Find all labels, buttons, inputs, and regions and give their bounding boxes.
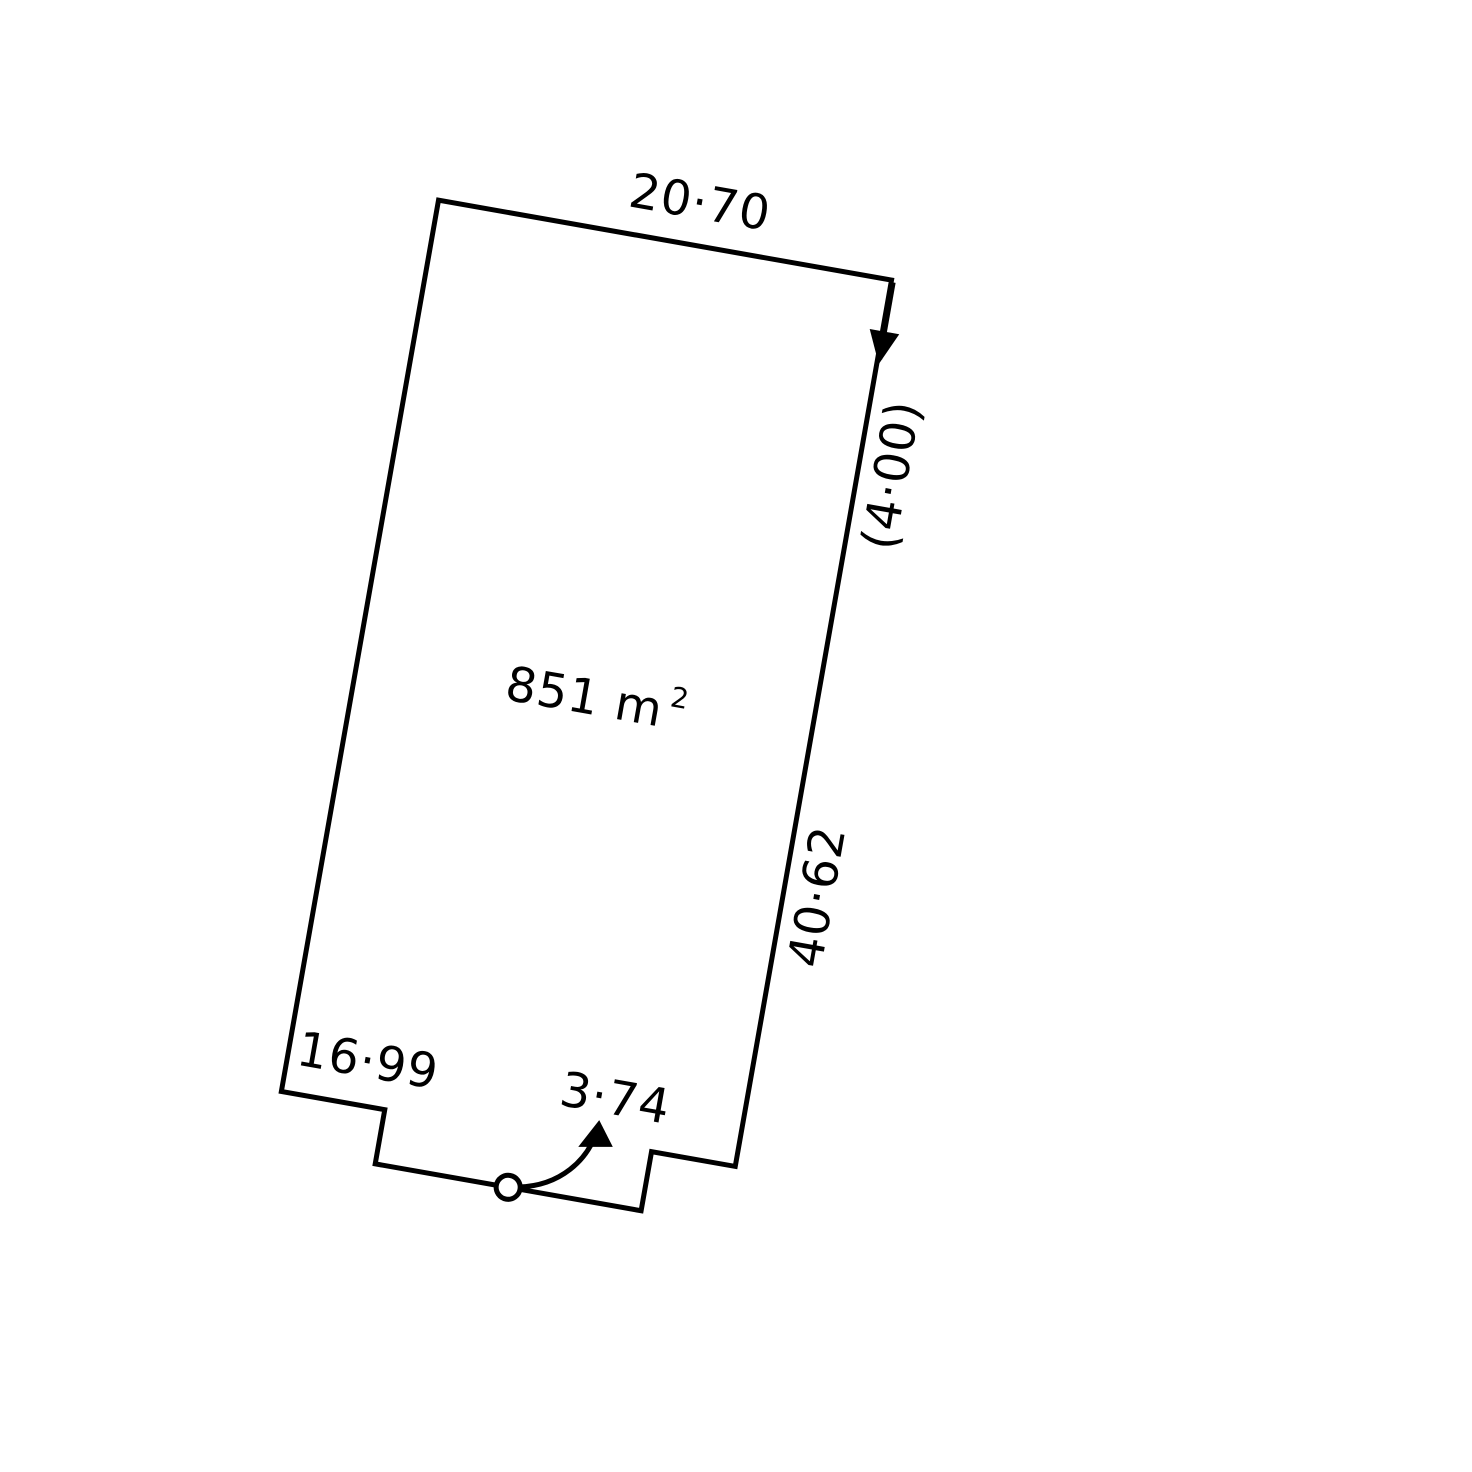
survey-plot-diagram: 851 m 2 20·70 (4·00) 40·62 16·99 3·74 <box>0 0 1472 1472</box>
corner-point-marker-icon <box>494 1173 522 1201</box>
